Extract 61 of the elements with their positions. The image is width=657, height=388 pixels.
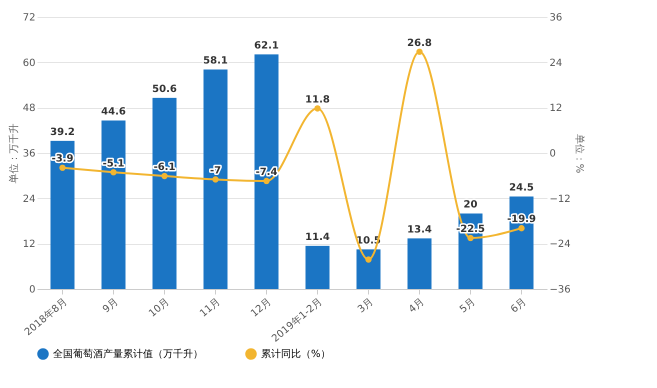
point (212, 176, 219, 183)
bar (254, 54, 278, 289)
y2-tick-label: 12 (550, 103, 562, 114)
y-tick-label: 0 (29, 284, 36, 296)
y2-axis-title: 单位：% (574, 134, 586, 174)
x-tick-label: 10月 (147, 296, 172, 320)
y-tick-label: 48 (22, 103, 36, 114)
y2-tick-label: −24 (550, 239, 571, 250)
y2-tick-label: 36 (550, 12, 562, 24)
point (467, 234, 474, 242)
x-tick-label: 12月 (249, 296, 274, 320)
data-label: 20 (464, 199, 478, 210)
y2-tick-label: −36 (550, 284, 571, 296)
y2-tick-label: 0 (550, 148, 556, 160)
y-tick-label: 12 (22, 239, 36, 250)
data-label: -3.9 (52, 154, 74, 165)
point (365, 256, 372, 263)
data-label: -5.1 (102, 158, 124, 170)
data-label: 39.2 (50, 126, 75, 138)
data-label: 24.5 (509, 182, 534, 194)
x-tick-label: 9月 (100, 296, 121, 316)
y-tick-label: 60 (22, 58, 36, 69)
data-label: -7.4 (256, 166, 278, 178)
data-label: 50.6 (152, 84, 177, 95)
x-tick-label: 11月 (198, 296, 223, 320)
data-label: 26.8 (407, 38, 432, 49)
x-tick-label: 6月 (508, 296, 529, 316)
x-tick-label: 3月 (356, 296, 376, 316)
data-label: 62.1 (254, 40, 279, 52)
point (263, 178, 270, 184)
y-tick-label: 72 (22, 12, 36, 24)
x-tick-label: 5月 (458, 296, 478, 316)
data-label: 44.6 (101, 106, 126, 118)
bar (152, 98, 176, 289)
bar (102, 120, 126, 289)
data-label: 11.8 (305, 94, 330, 106)
y-axis-title: 单位：万千升 (8, 124, 20, 184)
point (161, 172, 168, 180)
point (416, 48, 423, 55)
y2-tick-label: −12 (550, 194, 571, 205)
bar (510, 196, 534, 289)
data-label: -6.1 (154, 162, 176, 174)
bar (50, 140, 74, 289)
data-label: 13.4 (407, 224, 432, 236)
y-tick-label: 24 (22, 194, 36, 205)
data-label: 11.4 (305, 232, 330, 243)
legend-label: 累计同比（%） (261, 348, 331, 360)
y2-tick-label: 24 (550, 58, 562, 69)
point (59, 164, 66, 171)
legend-label: 全国葡萄酒产量累计值（万千升） (53, 348, 203, 360)
bar (306, 246, 330, 289)
bar (408, 238, 432, 289)
x-tick-label: 4月 (406, 296, 427, 316)
point (314, 105, 321, 112)
data-label: 58.1 (203, 56, 228, 67)
y-tick-label: 36 (22, 148, 36, 160)
bar (204, 70, 228, 289)
point (518, 225, 525, 232)
bar (356, 249, 380, 289)
data-label: -7 (210, 165, 222, 176)
point (110, 169, 117, 176)
